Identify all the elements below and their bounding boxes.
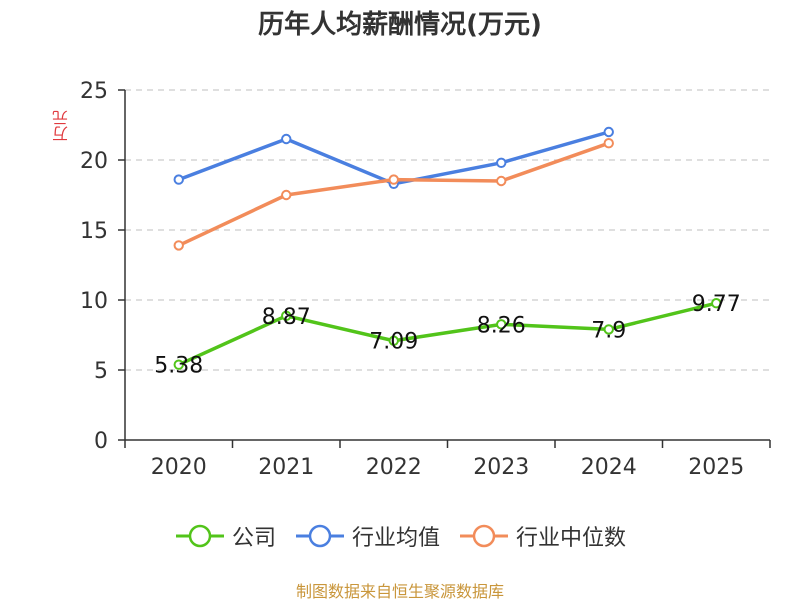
data-label: 9.77 [692,292,741,317]
data-label: 8.26 [477,313,526,338]
legend-swatch-icon [295,524,344,548]
legend-swatch-icon [175,524,224,548]
x-tick-label: 2020 [151,455,207,480]
y-tick-label: 0 [94,429,108,454]
y-tick-label: 25 [80,79,108,104]
data-point [603,138,614,149]
data-point [603,324,614,335]
y-tick-label: 5 [94,359,108,384]
data-label: 7.09 [369,330,418,355]
data-point [388,335,399,346]
data-point [173,359,184,370]
chart-title: 历年人均薪酬情况(万元) [258,10,542,40]
y-tick-label: 20 [80,149,108,174]
data-label: 5.38 [154,354,203,379]
chart-legend: 公司 行业均值 行业中位数 [0,520,800,552]
x-tick-label: 2024 [581,455,637,480]
legend-swatch-icon [460,524,508,548]
x-tick-label: 2021 [258,455,314,480]
data-point [388,174,399,185]
y-tick-label: 15 [80,219,108,244]
legend-item[interactable]: 公司 [174,520,276,552]
x-tick-label: 2022 [366,455,422,480]
data-point [281,189,292,201]
series-line-0 [178,301,717,367]
data-point [281,133,292,145]
x-tick-label: 2023 [473,455,529,480]
data-label: 7.9 [591,318,626,343]
data-point [173,174,184,185]
data-label: 8.87 [262,305,311,330]
legend-item[interactable]: 行业均值 [294,520,440,552]
legend-item[interactable]: 行业中位数 [458,520,626,552]
data-point [711,298,722,309]
data-source-note: 制图数据来自恒生聚源数据库 [295,582,504,600]
data-point [281,310,292,322]
data-point [603,126,614,138]
data-point [173,240,184,251]
data-point [496,319,507,330]
x-tick-label: 2025 [688,455,744,480]
data-point [496,175,507,187]
data-point [496,157,507,169]
legend-label: 行业均值 [351,526,440,551]
y-tick-label: 10 [80,289,108,314]
legend-label: 行业中位数 [516,526,627,551]
legend-label: 公司 [231,526,276,551]
